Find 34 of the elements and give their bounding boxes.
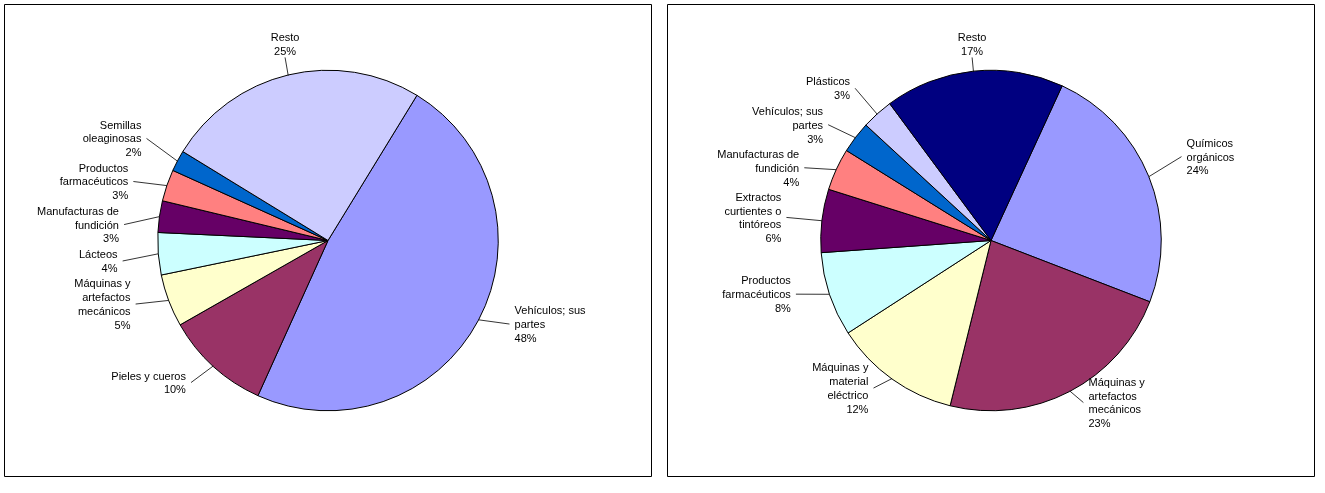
data-label: 24% bbox=[1186, 164, 1209, 177]
data-label: 5% bbox=[114, 318, 131, 331]
data-label: 25% bbox=[274, 45, 297, 58]
data-label: 12% bbox=[846, 402, 869, 415]
data-label: 4% bbox=[783, 175, 800, 188]
slice-label: Pieles y cueros bbox=[111, 369, 187, 382]
data-label: 4% bbox=[101, 261, 118, 274]
slice-label: Productos farmacéuticos bbox=[722, 274, 792, 301]
data-label: 3% bbox=[807, 132, 824, 145]
data-label: 10% bbox=[163, 383, 187, 396]
slice-label: Vehículos; sus partes bbox=[752, 104, 824, 131]
data-label: 17% bbox=[961, 45, 984, 58]
data-label: 6% bbox=[765, 232, 782, 245]
data-label: 8% bbox=[774, 301, 791, 314]
slice-label: Resto bbox=[270, 31, 300, 44]
data-label: 3% bbox=[103, 232, 120, 245]
slice-label: Lácteos bbox=[79, 248, 119, 261]
slice-label: Productos farmacéuticos bbox=[59, 161, 129, 188]
slice-label: Manufacturas de fundición bbox=[37, 204, 119, 231]
data-label: 23% bbox=[1088, 417, 1111, 430]
data-label: 2% bbox=[125, 146, 142, 159]
slice-label: Extractos curtientes o tintóreos bbox=[724, 190, 782, 231]
slice-label: Manufacturas de fundición bbox=[717, 147, 800, 174]
data-label: 3% bbox=[834, 89, 851, 102]
data-label: 48% bbox=[514, 331, 537, 344]
data-label: 3% bbox=[112, 189, 129, 202]
legend-label: Máquinas y artefactos mecánicos bbox=[1088, 375, 1146, 416]
slice-label: Químicos orgánicos bbox=[1186, 136, 1235, 163]
slice-label: Máquinas y material eléctrico bbox=[812, 361, 869, 401]
slice-label: Semillas oleaginosas bbox=[82, 118, 142, 145]
slice-label: Plásticos bbox=[805, 75, 851, 88]
slice-label: Vehículos; sus partes bbox=[514, 304, 587, 331]
slice-label: Resto bbox=[957, 31, 987, 44]
slice-label: Máquinas y artefactos mecánicos bbox=[74, 277, 131, 317]
